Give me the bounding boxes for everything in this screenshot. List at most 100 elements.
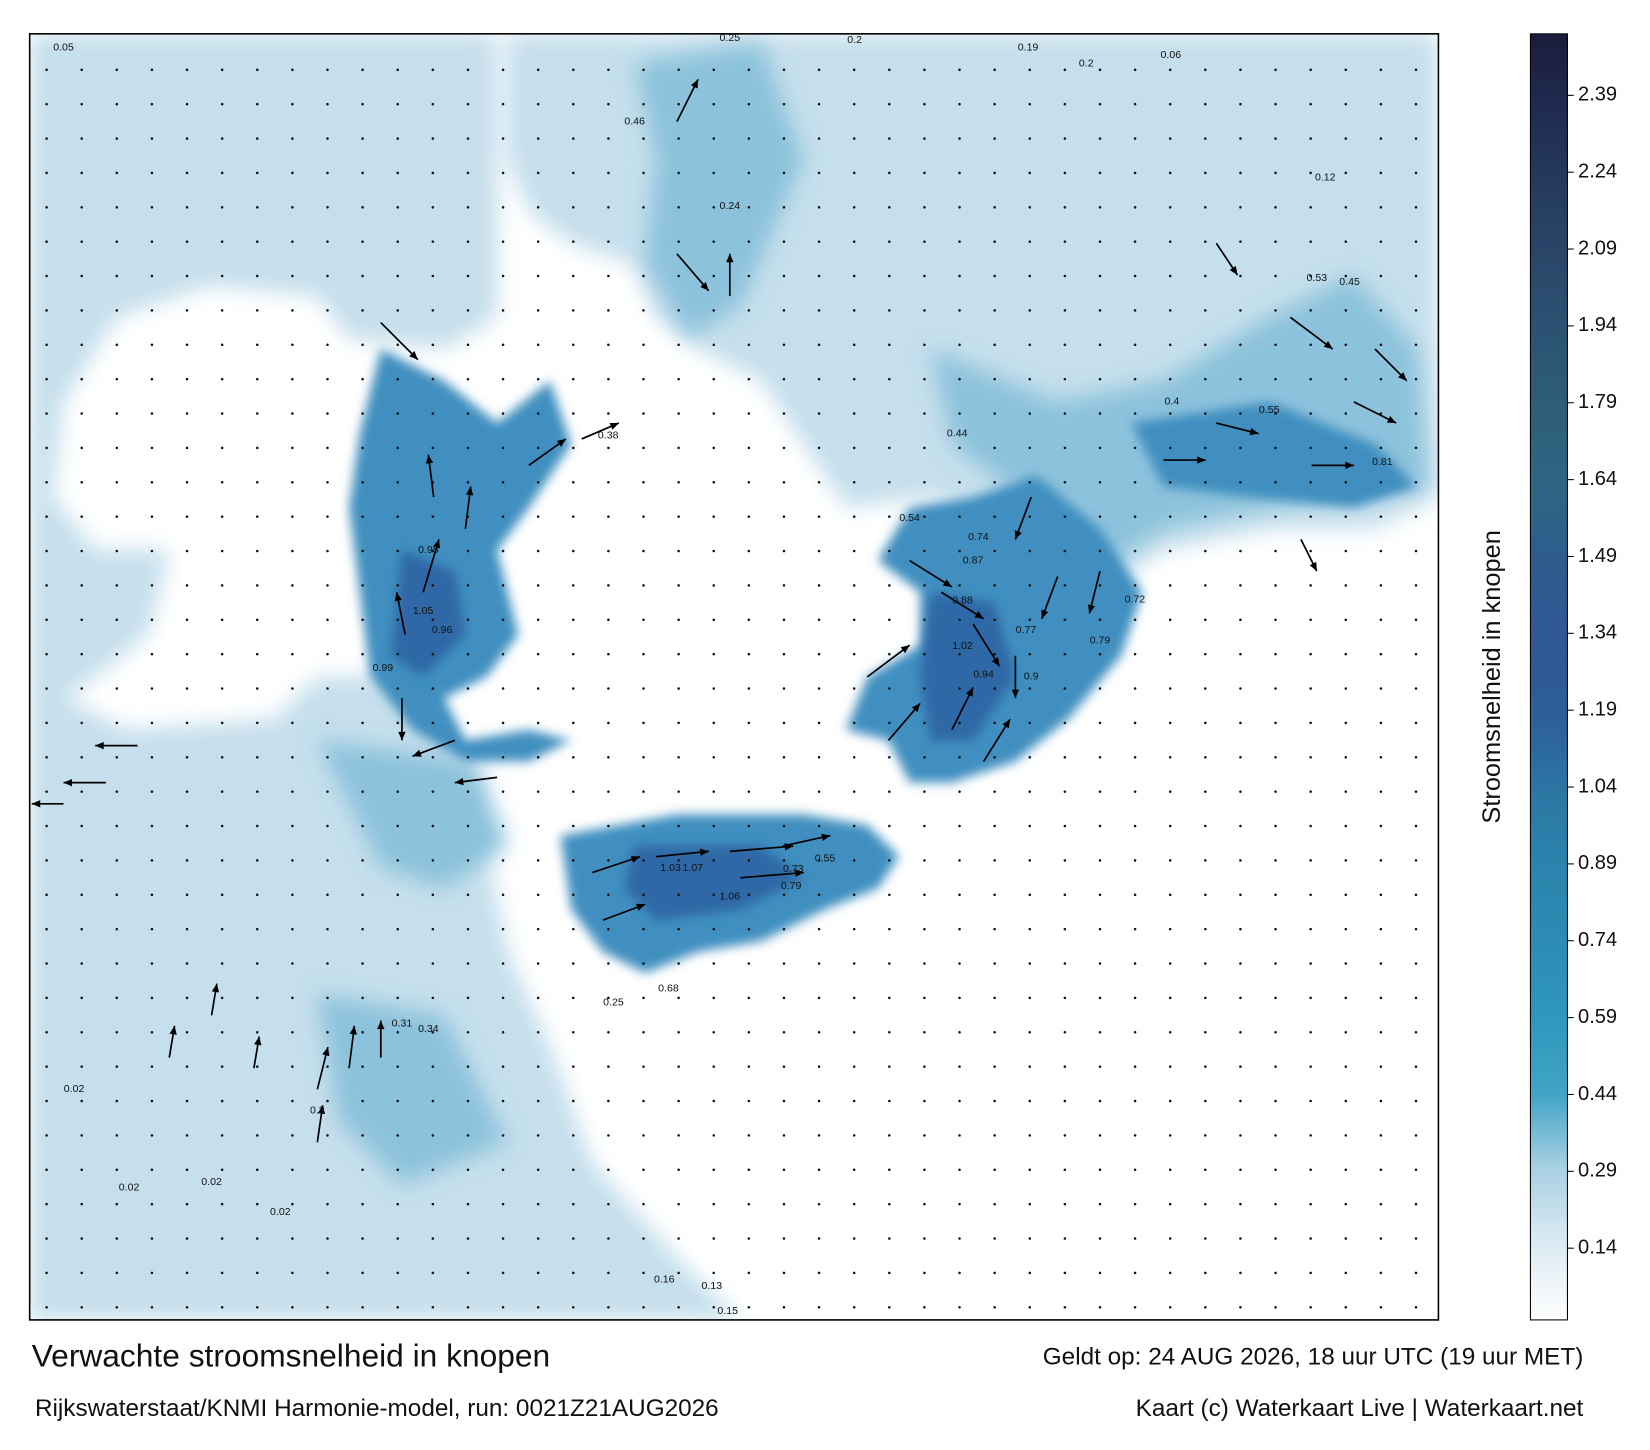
arrow-head xyxy=(394,592,402,602)
colorbar-tick-label: 0.44 xyxy=(1578,1083,1617,1105)
arrow-head xyxy=(556,438,566,447)
arrow-head xyxy=(1002,719,1011,729)
arrow-head xyxy=(1323,340,1333,350)
colorbar-tick-label: 1.34 xyxy=(1578,622,1617,644)
colorbar-tick-label: 0.59 xyxy=(1578,1006,1617,1028)
speed-label: 0.44 xyxy=(947,427,968,439)
grid-dots xyxy=(45,68,1418,1309)
speed-label: 0.38 xyxy=(598,430,619,442)
arrow-head xyxy=(1345,461,1354,470)
arrow-head xyxy=(409,350,418,360)
colorbar-tick-label: 1.94 xyxy=(1578,314,1617,336)
speed-label: 0.77 xyxy=(1016,624,1037,636)
speed-label: 0.2 xyxy=(1079,57,1094,69)
arrow-head xyxy=(425,454,434,464)
speed-label: 0.95 xyxy=(418,544,439,556)
current-arrow xyxy=(380,321,419,361)
footer-valid: Geldt op: 24 AUG 2026, 18 uur UTC (19 uu… xyxy=(1043,1343,1584,1370)
arrow-head xyxy=(630,855,640,863)
speed-label: 0.02 xyxy=(201,1176,222,1188)
colorbar-tick-label: 1.19 xyxy=(1578,698,1617,720)
speed-label: 0.94 xyxy=(973,669,994,681)
arrow-head xyxy=(317,1105,326,1115)
speed-label: 0.13 xyxy=(702,1280,723,1292)
arrow-head xyxy=(211,983,220,993)
arrow-head xyxy=(1197,456,1206,464)
arrow-head xyxy=(965,687,974,697)
arrow-head xyxy=(63,778,72,787)
speed-label: 0.68 xyxy=(658,983,679,995)
colorbar-label: Stroomsnelheid in knopen xyxy=(1478,530,1506,823)
speed-label: 0.74 xyxy=(968,531,989,543)
arrow-head xyxy=(322,1047,330,1057)
speed-label: 0.45 xyxy=(1339,276,1360,288)
arrow-head xyxy=(95,741,104,750)
arrow-head xyxy=(1011,689,1020,699)
arrow-head xyxy=(991,657,1000,667)
colorbar-tick-label: 1.04 xyxy=(1578,775,1617,797)
speed-label: 0.24 xyxy=(720,200,741,212)
footer-source: Rijkswaterstaat/KNMI Harmonie-model, run… xyxy=(35,1395,719,1422)
arrow-head xyxy=(465,486,474,496)
footer-title: Verwachte stroomsnelheid in knopen xyxy=(32,1337,550,1373)
arrow-head xyxy=(900,645,910,654)
colorbar: 0.14 0.29 0.44 0.59 0.74 0.89 1.04 1.19 1.34 1.49… xyxy=(1529,33,1617,1321)
current-arrow xyxy=(1289,316,1334,350)
speed-label: 0.25 xyxy=(603,996,624,1008)
speed-label: 0.53 xyxy=(1307,272,1328,284)
arrow-head xyxy=(700,282,709,291)
speed-labels: 1.05 0.96 0.99 1.02 0.88 0.94 1.03 1.07 1.06 0.73… xyxy=(53,32,1393,1317)
arrow-head xyxy=(454,777,464,786)
speed-label: 0.81 xyxy=(1372,456,1393,468)
speed-label: 0.06 xyxy=(1161,49,1182,61)
current-arrow xyxy=(729,845,794,853)
speed-label: 0.46 xyxy=(624,115,645,127)
speed-label: 1.05 xyxy=(413,605,434,617)
colorbar-tick-label: 2.24 xyxy=(1578,160,1617,182)
colorbar-scale xyxy=(1529,33,1568,1321)
arrow-head xyxy=(1087,604,1096,614)
current-arrow xyxy=(655,850,709,858)
arrow-head xyxy=(1309,561,1317,572)
arrow-head xyxy=(31,800,41,808)
speed-label: 0.02 xyxy=(270,1206,291,1218)
arrow-head xyxy=(398,731,406,741)
map-frame xyxy=(28,33,1440,1321)
speed-label: 0.96 xyxy=(432,624,453,636)
speed-label: 0.12 xyxy=(1315,171,1336,183)
arrow-head xyxy=(726,253,734,263)
arrow-head xyxy=(1386,415,1397,424)
current-arrows xyxy=(31,78,1408,1143)
speed-label: 1.03 xyxy=(660,862,681,874)
arrow-head xyxy=(349,1025,357,1035)
arrow-head xyxy=(635,903,646,911)
speed-label: 0.02 xyxy=(64,1083,85,1095)
colorbar-tick-label: 1.79 xyxy=(1578,391,1617,413)
arrow-head xyxy=(609,422,619,430)
map-area: 1.05 0.96 0.99 1.02 0.88 0.94 1.03 1.07 1.06 0.73… xyxy=(29,32,1439,1320)
speed-label: 1.07 xyxy=(683,862,704,874)
arrow-head xyxy=(412,749,422,757)
speed-label: 0.31 xyxy=(392,1018,413,1030)
speed-label: 0.9 xyxy=(1024,671,1039,683)
water-channel xyxy=(391,549,1016,921)
speed-label: 0.25 xyxy=(720,32,741,44)
arrow-head xyxy=(1229,265,1238,275)
arrow-head xyxy=(432,539,441,549)
current-arrow xyxy=(866,644,911,678)
arrow-head xyxy=(1249,427,1259,436)
speed-label: 0.19 xyxy=(1018,41,1039,53)
arrow-head xyxy=(795,869,804,877)
arrow-head xyxy=(377,1020,385,1030)
arrow-head xyxy=(699,848,709,856)
arrow-head xyxy=(169,1025,177,1035)
arrow-head xyxy=(942,579,952,587)
colorbar-tick-label: 0.14 xyxy=(1578,1236,1617,1258)
arrow-head xyxy=(911,703,921,713)
colorbar-tick-label: 2.39 xyxy=(1578,84,1617,106)
speed-label: 0.02 xyxy=(119,1182,140,1194)
speed-label: 0.55 xyxy=(815,853,836,865)
colorbar-tick-label: 1.49 xyxy=(1578,545,1617,567)
current-arrow xyxy=(422,539,440,593)
